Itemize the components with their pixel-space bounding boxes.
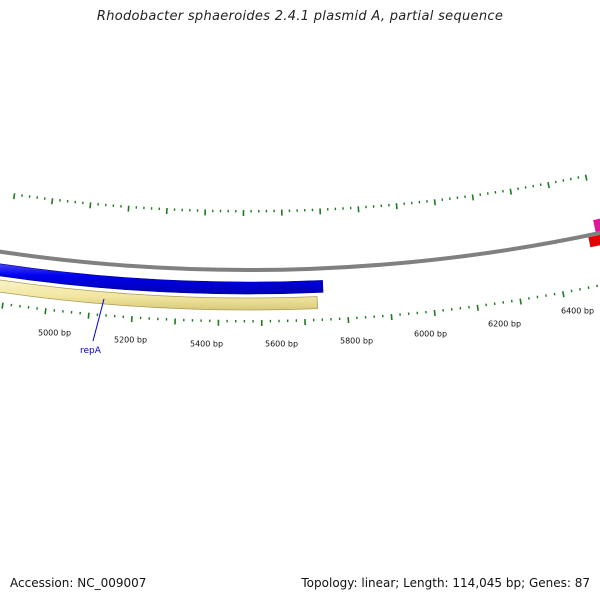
- gene-label-repA[interactable]: repA: [80, 346, 102, 356]
- topology-stats-text: Topology: linear; Length: 114,045 bp; Ge…: [301, 576, 590, 590]
- edge-feature-magenta[interactable]: [593, 210, 600, 232]
- major-tick: [44, 308, 47, 315]
- gene-feature-bar-repA[interactable]: [0, 276, 319, 311]
- major-tick: [562, 291, 565, 298]
- tick-label: 6200 bp: [488, 320, 521, 329]
- major-tick: [1, 302, 4, 309]
- major-tick: [395, 203, 398, 210]
- major-tick: [509, 188, 513, 195]
- major-tick: [433, 199, 436, 206]
- major-tick: [519, 298, 522, 305]
- major-tick: [433, 309, 436, 317]
- forward-feature-bar[interactable]: [0, 260, 324, 295]
- tick-label: 6000 bp: [414, 330, 447, 339]
- tick-label: 5200 bp: [114, 336, 147, 345]
- major-tick: [476, 304, 479, 311]
- minor-tick: [596, 284, 598, 288]
- outer-tick-marks: [12, 174, 588, 216]
- inner-tick-marks: [1, 284, 598, 326]
- major-tick: [51, 198, 54, 205]
- tick-label: 6400 bp: [561, 306, 594, 315]
- map-title: Rhodobacter sphaeroides 2.4.1 plasmid A,…: [96, 9, 504, 24]
- tick-label: 5600 bp: [265, 340, 298, 349]
- major-tick: [584, 174, 588, 181]
- major-tick: [12, 193, 16, 200]
- edge-feature-red[interactable]: [588, 226, 600, 248]
- accession-text: Accession: NC_009007: [10, 576, 147, 590]
- major-tick: [89, 202, 92, 209]
- tick-label: 5400 bp: [190, 340, 223, 349]
- minor-tick: [577, 176, 580, 179]
- major-tick: [547, 182, 550, 189]
- tick-label: 5800 bp: [340, 336, 373, 345]
- tick-label: 5000 bp: [38, 328, 71, 337]
- tick-labels: 5000 bp 5200 bp 5400 bp 5600 bp 5800 bp 6000 …: [38, 306, 594, 348]
- major-tick: [87, 312, 90, 319]
- gene-label-leader-line: [92, 298, 105, 342]
- sequence-backbone: [0, 230, 600, 272]
- major-tick: [471, 194, 475, 201]
